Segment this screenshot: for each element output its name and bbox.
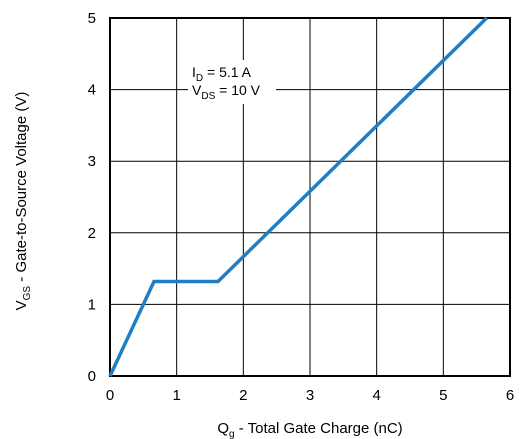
x-tick-label: 4 — [372, 387, 380, 404]
annotation-box: ID = 5.1 A VDS = 10 V — [188, 60, 276, 104]
annotation-drain-current: ID = 5.1 A — [192, 64, 252, 84]
y-axis-label: VGS - Gate-to-Source Voltage (V) — [13, 92, 33, 311]
x-tick-label: 6 — [506, 387, 514, 404]
y-axis-ticks: 0 1 2 3 4 5 — [88, 10, 96, 385]
x-axis-ticks: 0 1 2 3 4 5 6 — [106, 387, 514, 404]
grid — [110, 18, 510, 376]
y-tick-label: 2 — [88, 225, 96, 242]
x-tick-label: 0 — [106, 387, 114, 404]
y-tick-label: 4 — [88, 82, 96, 99]
y-tick-label: 1 — [88, 296, 96, 313]
x-tick-label: 2 — [239, 387, 247, 404]
y-tick-label: 0 — [88, 368, 96, 385]
x-tick-label: 1 — [172, 387, 180, 404]
annotation-drain-source-voltage: VDS = 10 V — [192, 82, 261, 102]
x-tick-label: 3 — [306, 387, 314, 404]
annotation-background — [188, 60, 276, 104]
y-tick-label: 3 — [88, 153, 96, 170]
plot-frame — [109, 17, 511, 377]
x-axis-label: Qg - Total Gate Charge (nC) — [217, 420, 402, 439]
y-tick-label: 5 — [88, 10, 96, 27]
series-line — [108, 16, 488, 377]
x-tick-label: 5 — [439, 387, 447, 404]
